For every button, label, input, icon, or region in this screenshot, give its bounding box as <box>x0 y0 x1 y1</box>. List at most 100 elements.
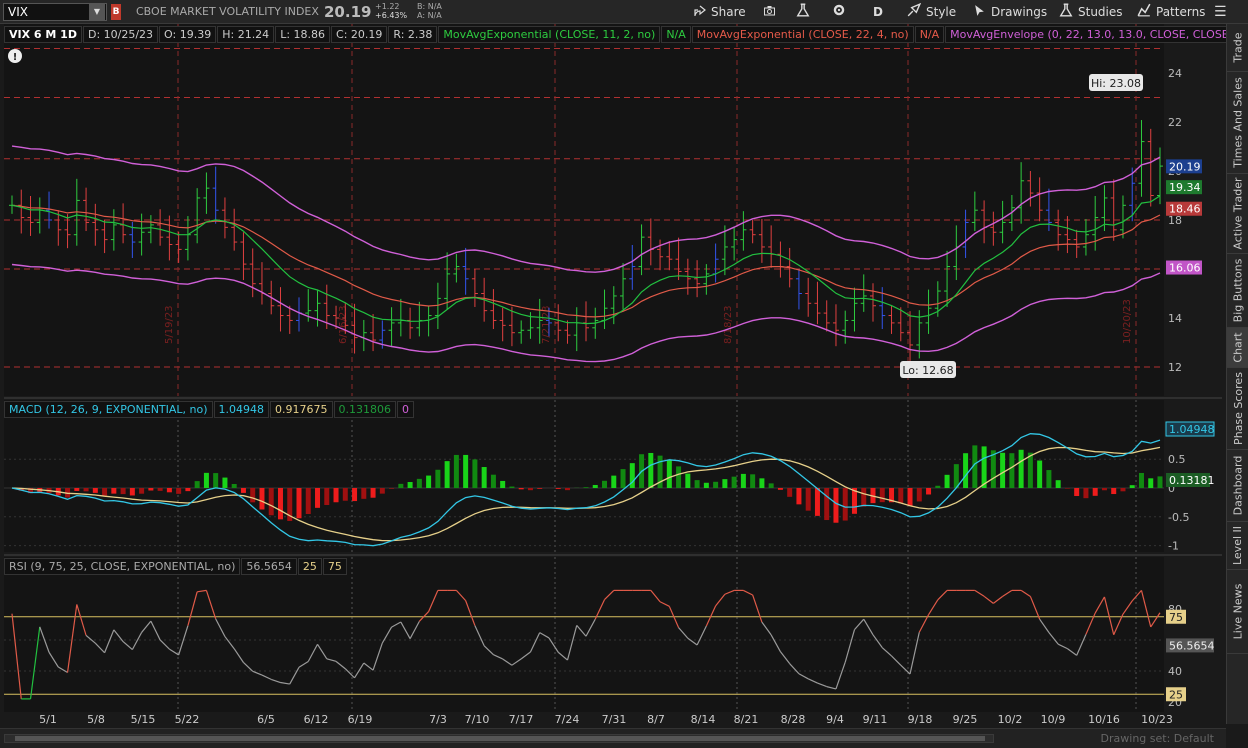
chart-title[interactable]: VIX 6 M 1D <box>4 26 82 43</box>
rsi-line-segment <box>585 618 596 637</box>
macd-tick: 0.5 <box>1168 453 1186 466</box>
rsi-line-segment <box>11 613 22 699</box>
hi-marker: Hi: 23.08 <box>1089 74 1143 91</box>
ema-slow-legend[interactable]: MovAvgExponential (CLOSE, 22, 4, no) <box>691 26 914 43</box>
rsi-line-segment <box>650 590 661 603</box>
date-tick: 8/14 <box>691 713 716 726</box>
tab-times-and-sales[interactable]: Times And Sales <box>1227 72 1248 174</box>
tab-chart[interactable]: Chart <box>1227 328 1248 368</box>
rsi-line-segment <box>326 658 337 662</box>
ema-fast-value: N/A <box>661 26 691 43</box>
macd-histogram-bar <box>176 488 182 494</box>
macd-tick: -1 <box>1168 540 1179 553</box>
macd-histogram-bar <box>1055 480 1061 488</box>
right-sidebar: Trade Times And Sales Active Trader Big But… <box>1226 24 1248 724</box>
tab-live-news[interactable]: Live News <box>1227 570 1248 654</box>
ema-fast-legend[interactable]: MovAvgExponential (CLOSE, 11, 2, no) <box>438 26 661 43</box>
rsi-line-segment <box>1020 589 1031 597</box>
envelope-legend[interactable]: MovAvgEnvelope (0, 22, 13.0, 13.0, CLOSE… <box>945 26 1248 43</box>
patterns-button[interactable]: Patterns <box>1137 0 1205 24</box>
rsi-line-segment <box>187 591 198 626</box>
rsi-line-segment <box>354 662 365 679</box>
settings-button[interactable] <box>832 0 851 24</box>
menu-button[interactable]: ☰ <box>1214 0 1227 24</box>
macd-histogram-bar <box>1027 452 1033 488</box>
flask-button[interactable] <box>796 0 815 24</box>
rsi-line-segment <box>1150 612 1161 628</box>
rsi-line-segment <box>817 682 827 688</box>
macd-histogram-bar <box>713 481 719 488</box>
tab-trade[interactable]: Trade <box>1227 24 1248 72</box>
macd-histogram-bar <box>407 482 413 488</box>
macd-histogram-bar <box>361 488 367 499</box>
rsi-line-segment <box>1048 632 1059 645</box>
macd-histogram-bar <box>74 488 80 491</box>
macd-histogram-bar <box>463 454 469 488</box>
alert-flag-icon[interactable]: B <box>111 4 121 20</box>
rsi-tick: 40 <box>1168 665 1182 678</box>
snapshot-button[interactable] <box>762 0 782 24</box>
rsi-line-segment <box>928 599 939 616</box>
date-tick: 8/7 <box>647 713 665 726</box>
tab-level-ii[interactable]: Level II <box>1227 522 1248 570</box>
rsi-axis[interactable] <box>1164 557 1222 712</box>
macd-histogram-bar <box>1037 460 1043 488</box>
date-tick: 9/25 <box>953 713 978 726</box>
macd-label[interactable]: MACD (12, 26, 9, EXPONENTIAL, no) <box>4 401 213 418</box>
tab-phase-scores[interactable]: Phase Scores <box>1227 368 1248 450</box>
tab-label: Level II <box>1231 525 1245 566</box>
price-badge <box>1166 159 1202 174</box>
chart-area[interactable]: 5/19/23 6/16/23 7/21/23 8/18/23 10/20/23 24 2… <box>0 24 1226 728</box>
macd-pane[interactable] <box>4 400 1164 552</box>
time-scrollbar[interactable] <box>4 734 994 743</box>
rsi-ob: 75 <box>322 558 347 575</box>
style-button[interactable]: Style <box>907 0 956 24</box>
rsi-line-segment <box>502 658 513 666</box>
rsi-line-segment <box>770 634 781 652</box>
rsi-label[interactable]: RSI (9, 75, 25, CLOSE, EXPONENTIAL, no) <box>4 558 241 575</box>
symbol-input[interactable]: VIX <box>3 3 107 21</box>
macd-histogram-bar <box>944 474 950 488</box>
ema-fast-line[interactable] <box>11 195 1161 325</box>
alert-icon[interactable]: ! <box>8 49 22 63</box>
rsi-line-segment <box>511 658 522 666</box>
rsi-value-badge <box>1166 638 1214 653</box>
period-button[interactable]: D <box>873 5 883 19</box>
drawing-set-label[interactable]: Drawing set: Default <box>1100 732 1214 745</box>
tab-big-buttons[interactable]: Big Buttons <box>1227 254 1248 328</box>
studies-button[interactable]: Studies <box>1059 0 1123 24</box>
rsi-value: 56.5654 <box>241 558 297 575</box>
macd-tick: -0.5 <box>1168 511 1189 524</box>
tab-active-trader[interactable]: Active Trader <box>1227 174 1248 254</box>
rsi-line-segment <box>937 589 948 601</box>
rsi-line-segment <box>252 670 263 676</box>
macd-histogram-bar <box>518 488 524 490</box>
macd-line[interactable] <box>11 433 1161 547</box>
share-button[interactable]: Share <box>694 0 746 24</box>
scroll-thumb[interactable] <box>15 736 985 741</box>
ema-slow-line[interactable] <box>11 204 1161 318</box>
rsi-line-segment <box>76 604 87 636</box>
rsi-line-segment <box>335 660 346 670</box>
rsi-line-segment <box>66 604 78 673</box>
symbol-dropdown-icon[interactable]: ▼ <box>89 3 105 21</box>
rsi-line-segment <box>261 674 272 680</box>
drawings-button[interactable]: Drawings <box>973 0 1047 24</box>
macd-histogram-bar <box>435 469 441 488</box>
rsi-ob-badge-label: 75 <box>1169 611 1183 624</box>
macd-histogram-bar <box>824 488 830 521</box>
flask-icon <box>796 3 810 17</box>
rsi-line-segment <box>493 654 503 660</box>
macd-histogram-bar <box>907 488 913 506</box>
rsi-line-segment <box>381 626 393 644</box>
rsi-line-segment <box>48 651 59 668</box>
last-price: 20.19 <box>324 3 372 21</box>
rsi-line-segment <box>197 589 207 593</box>
envelope-upper-line[interactable] <box>11 145 1161 273</box>
macd-histogram-bar <box>972 445 978 488</box>
tab-dashboard[interactable]: Dashboard <box>1227 450 1248 522</box>
macd-histogram-bar <box>1138 472 1144 488</box>
envelope-lower-line[interactable] <box>11 263 1161 363</box>
macd-histogram-bar <box>315 488 321 508</box>
